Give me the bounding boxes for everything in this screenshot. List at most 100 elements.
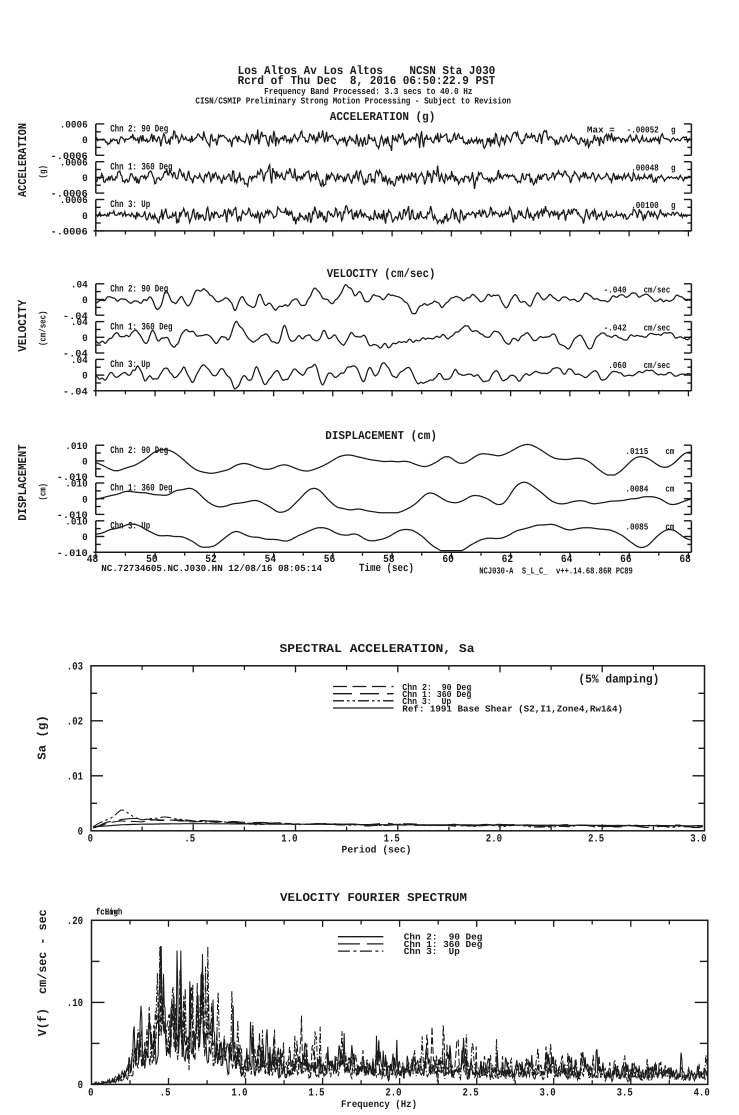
svg-text:ACCELERATION (g): ACCELERATION (g) [330, 110, 436, 124]
svg-text:.0006: .0006 [60, 196, 88, 207]
svg-text:2.0: 2.0 [486, 834, 502, 846]
svg-text:cm: cm [665, 484, 674, 495]
svg-text:-.010: -.010 [57, 511, 88, 522]
svg-text:Los Altos Av Los Altos NCSN: Los Altos Av Los Altos NCSN Sta J030 [238, 64, 496, 78]
svg-text:cm: cm [665, 522, 674, 533]
svg-text:-.04: -.04 [63, 350, 88, 361]
svg-text:-.00052: -.00052 [627, 125, 659, 136]
svg-text:1.5: 1.5 [308, 1088, 325, 1100]
svg-text:-.042: -.042 [604, 322, 627, 333]
svg-text:Chn 2: 90 Deg: Chn 2: 90 Deg [404, 932, 483, 943]
svg-text:ACCELERATION: ACCELERATION [16, 123, 30, 197]
svg-text:2.5: 2.5 [463, 1088, 480, 1100]
svg-text:0: 0 [82, 174, 88, 185]
svg-text:DISPLACEMENT: DISPLACEMENT [16, 444, 30, 520]
svg-text:.0084: .0084 [625, 484, 648, 495]
svg-text:-.04: -.04 [63, 312, 88, 323]
svg-text:56: 56 [324, 554, 336, 566]
svg-text:-.0006: -.0006 [51, 152, 88, 163]
svg-text:68: 68 [679, 554, 691, 566]
svg-text:3.0: 3.0 [690, 834, 706, 846]
svg-text:-.04: -.04 [63, 387, 88, 398]
svg-text:.03: .03 [67, 661, 84, 673]
svg-text:.0115: .0115 [625, 446, 648, 457]
svg-text:-.040: -.040 [604, 285, 627, 296]
svg-text:fcHigh: fcHigh [96, 906, 122, 917]
svg-text:Chn 1: 360 Deg: Chn 1: 360 Deg [110, 161, 172, 173]
svg-text:-.010: -.010 [57, 473, 88, 484]
svg-text:.10: .10 [67, 998, 83, 1010]
svg-text:(g): (g) [38, 165, 49, 179]
svg-text:VELOCITY FOURIER SPECTRUM: VELOCITY FOURIER SPECTRUM [280, 891, 467, 905]
svg-text:0: 0 [82, 495, 88, 506]
svg-text:-.0006: -.0006 [51, 190, 88, 201]
svg-text:Period (sec): Period (sec) [342, 845, 412, 857]
svg-text:62: 62 [502, 554, 514, 566]
svg-text:0: 0 [82, 296, 88, 307]
svg-text:54: 54 [265, 554, 277, 566]
svg-text:.04: .04 [71, 318, 88, 329]
svg-text:60: 60 [442, 554, 454, 566]
svg-text:0: 0 [82, 372, 88, 383]
svg-text:VELOCITY: VELOCITY [16, 299, 30, 352]
svg-text:48: 48 [87, 554, 99, 566]
svg-text:2.0: 2.0 [385, 1088, 401, 1100]
svg-text:Chn 3: Up: Chn 3: Up [110, 199, 150, 211]
svg-text:.060: .060 [608, 360, 626, 371]
svg-text:.00048: .00048 [631, 162, 659, 173]
svg-text:Chn 1: 360 Deg: Chn 1: 360 Deg [402, 689, 471, 700]
svg-text:.010: .010 [65, 517, 87, 528]
svg-text:(5% damping): (5% damping) [578, 673, 659, 687]
svg-text:.02: .02 [67, 716, 83, 728]
svg-text:V(f) cm/sec - sec: V(f) cm/sec - sec [36, 909, 50, 1036]
svg-text:0: 0 [88, 1088, 93, 1100]
svg-text:.04: .04 [71, 280, 88, 291]
svg-text:64: 64 [561, 554, 573, 566]
svg-text:g: g [671, 162, 676, 173]
svg-text:Chn 3: Up: Chn 3: Up [402, 696, 451, 707]
svg-text:.04: .04 [71, 356, 88, 367]
svg-text:0: 0 [82, 212, 88, 223]
svg-text:3.5: 3.5 [617, 1088, 634, 1100]
svg-text:Rcrd of Thu Dec 8, 2016 06:50: Rcrd of Thu Dec 8, 2016 06:50:22.9 PST [238, 74, 496, 88]
svg-text:VELOCITY (cm/sec): VELOCITY (cm/sec) [327, 267, 436, 281]
svg-text:cm: cm [665, 446, 674, 457]
svg-text:1.0: 1.0 [281, 834, 297, 846]
svg-text:Chn 3: Up: Chn 3: Up [404, 946, 460, 957]
svg-text:1.0: 1.0 [231, 1088, 247, 1100]
svg-text:g: g [671, 200, 676, 211]
svg-text:Chn 2: 90 Deg: Chn 2: 90 Deg [110, 124, 168, 136]
svg-text:cm/sec: cm/sec [644, 360, 671, 371]
svg-text:50: 50 [146, 554, 158, 566]
svg-text:fcLow: fcLow [96, 906, 118, 917]
svg-text:66: 66 [620, 554, 632, 566]
svg-text:Time (sec): Time (sec) [359, 563, 414, 575]
svg-text:0: 0 [82, 136, 88, 147]
svg-text:Chn 2: 90 Deg: Chn 2: 90 Deg [110, 284, 168, 296]
svg-text:.20: .20 [67, 916, 83, 928]
svg-text:g: g [671, 125, 676, 136]
svg-text:0: 0 [78, 826, 83, 838]
svg-text:SPECTRAL ACCELERATION, Sa: SPECTRAL ACCELERATION, Sa [280, 642, 475, 656]
svg-text:(cm/sec): (cm/sec) [38, 311, 49, 347]
svg-text:Chn 3: Up: Chn 3: Up [110, 359, 150, 371]
svg-text:0: 0 [88, 834, 93, 846]
svg-text:Chn 1: 360 Deg: Chn 1: 360 Deg [110, 321, 172, 333]
svg-text:NCJ030-A S_L_C_ v++.14.68.86: NCJ030-A S_L_C_ v++.14.68.86R PC89 [479, 566, 633, 577]
svg-text:2.5: 2.5 [588, 834, 605, 846]
svg-text:CISN/CSMIP Preliminary Strong: CISN/CSMIP Preliminary Strong Motion Pro… [195, 95, 511, 106]
svg-text:Max =: Max = [587, 125, 615, 136]
svg-text:cm/sec: cm/sec [644, 285, 671, 296]
svg-text:52: 52 [205, 554, 217, 566]
svg-text:Frequency Band Processed: 3.3: Frequency Band Processed: 3.3 secs to 40… [264, 86, 472, 97]
svg-text:0: 0 [78, 1080, 83, 1092]
svg-text:4.0: 4.0 [694, 1088, 710, 1100]
svg-text:.010: .010 [65, 442, 87, 453]
svg-text:.5: .5 [184, 834, 195, 846]
svg-text:NC.72734605.NC.J030.HN 12/08/1: NC.72734605.NC.J030.HN 12/08/16 08:05:14 [101, 563, 322, 574]
svg-text:.010: .010 [65, 480, 87, 491]
svg-text:0: 0 [82, 458, 88, 469]
svg-text:.00100: .00100 [631, 200, 659, 211]
svg-text:58: 58 [383, 554, 395, 566]
svg-text:.0006: .0006 [60, 121, 88, 132]
